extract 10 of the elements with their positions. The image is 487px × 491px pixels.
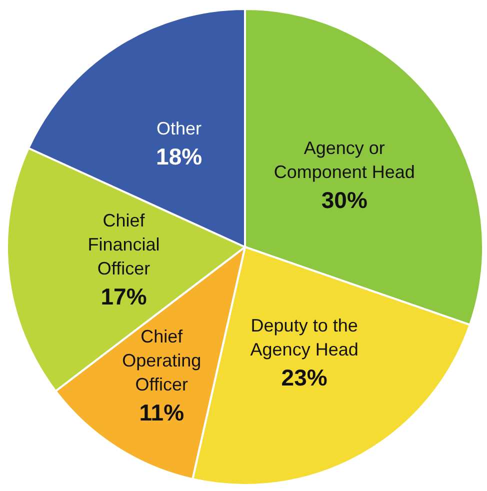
slice-label: Chief Operating Officer bbox=[122, 326, 202, 394]
data-label: 30% bbox=[321, 187, 368, 214]
slice-label: Other bbox=[156, 118, 202, 138]
slice-label: Agency or Component Head bbox=[274, 138, 415, 182]
slice-label: Chief Financial Officer bbox=[88, 210, 160, 279]
slice-label: Deputy to the Agency Head bbox=[250, 316, 358, 360]
data-label: 17% bbox=[100, 284, 147, 310]
data-label: 18% bbox=[156, 143, 202, 170]
data-label: 23% bbox=[281, 364, 328, 391]
data-label: 11% bbox=[139, 399, 184, 426]
